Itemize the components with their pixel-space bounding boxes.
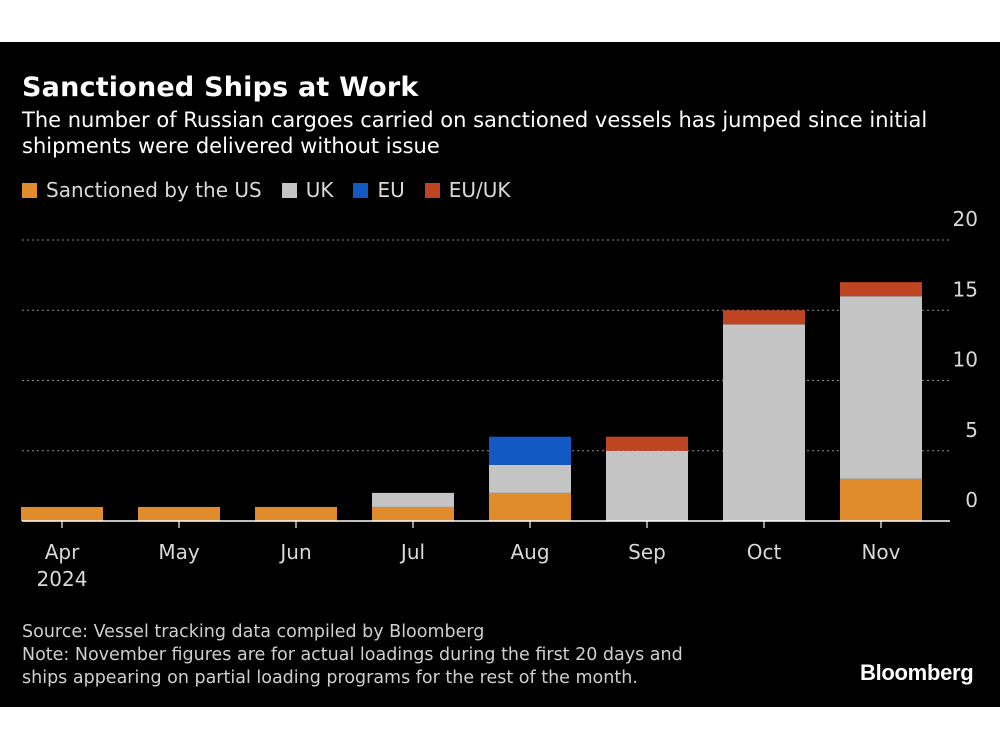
bar-segment-nov-us <box>840 478 922 521</box>
x-tick-label-nov: Nov <box>861 540 900 564</box>
x-tick-label-jul: Jul <box>399 540 425 564</box>
bar-segment-apr-us <box>21 506 103 521</box>
chart-panel: Sanctioned Ships at Work The number of R… <box>0 42 1000 707</box>
x-tick-label-jun: Jun <box>278 540 311 564</box>
y-tick-label-0: 0 <box>965 488 978 512</box>
legend-item-uk: UK <box>281 178 334 202</box>
legend-swatch-us <box>22 182 37 198</box>
y-tick-label-15: 15 <box>953 277 978 301</box>
chart-title: Sanctioned Ships at Work <box>22 72 419 103</box>
source-text: Source: Vessel tracking data compiled by… <box>22 622 485 642</box>
legend-label-eu-uk: EU/UK <box>448 178 511 202</box>
bar-segment-may-us <box>138 506 220 521</box>
bar-segment-jun-us <box>255 506 337 521</box>
bar-segment-nov-eu-uk <box>840 282 922 297</box>
legend-swatch-eu <box>353 182 369 198</box>
x-tick-sublabel-apr: 2024 <box>37 567 88 591</box>
legend-swatch-uk <box>281 182 297 198</box>
legend-swatch-eu-uk <box>424 182 440 198</box>
bar-segment-aug-eu <box>489 436 571 465</box>
bar-segment-sep-uk <box>606 450 688 521</box>
bar-segment-sep-eu-uk <box>606 436 688 451</box>
chart-legend: Sanctioned by the US UK EU EU/UK <box>22 178 531 202</box>
x-tick-label-may: May <box>158 540 200 564</box>
x-tick-label-aug: Aug <box>510 540 549 564</box>
x-tick-label-apr: Apr <box>45 540 80 564</box>
legend-item-us: Sanctioned by the US <box>22 178 262 202</box>
bar-segment-oct-uk <box>723 324 805 521</box>
bloomberg-logo: Bloomberg <box>860 660 974 685</box>
y-tick-label-20: 20 <box>953 207 978 231</box>
note-line-2: ships appearing on partial loading progr… <box>22 668 638 688</box>
y-tick-label-10: 10 <box>953 348 978 372</box>
bar-segment-jul-uk <box>372 492 454 507</box>
bar-segment-oct-eu-uk <box>723 310 805 325</box>
note-line-1: Note: November figures are for actual lo… <box>22 645 683 665</box>
legend-label-uk: UK <box>305 178 334 202</box>
bar-segment-jul-us <box>372 506 454 521</box>
y-tick-label-5: 5 <box>965 418 978 442</box>
legend-label-us: Sanctioned by the US <box>46 178 262 202</box>
x-tick-label-sep: Sep <box>628 540 666 564</box>
legend-label-eu: EU <box>377 178 405 202</box>
chart-footer: Source: Vessel tracking data compiled by… <box>22 621 683 690</box>
bar-segment-nov-uk <box>840 296 922 479</box>
chart-subtitle: The number of Russian cargoes carried on… <box>22 108 928 158</box>
legend-item-eu: EU <box>353 178 405 202</box>
stacked-bar-chart: 0 5 10 15 20 Apr 2024 May Jun Jul Aug Sep Oct Nov <box>21 207 978 591</box>
bar-segment-aug-uk <box>489 464 571 493</box>
legend-item-eu-uk: EU/UK <box>424 178 511 202</box>
x-tick-label-oct: Oct <box>747 540 782 564</box>
bar-segment-aug-us <box>489 492 571 521</box>
